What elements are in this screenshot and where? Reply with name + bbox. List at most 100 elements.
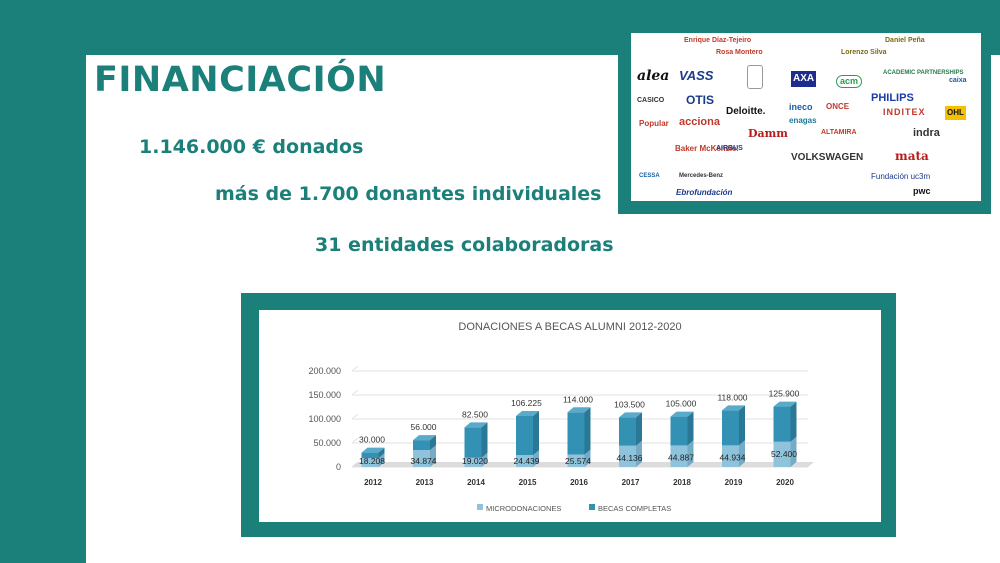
donor-name: Lorenzo Silva <box>841 49 887 56</box>
data-label-becas: 30.000 <box>359 435 385 445</box>
data-label-micro: 25.574 <box>565 456 591 466</box>
logo-volkswagen: VOLKSWAGEN <box>791 152 864 163</box>
logo-ohl: OHL <box>945 106 966 120</box>
logo-acm: acm <box>836 75 863 88</box>
data-label-micro: 18.208 <box>359 456 385 466</box>
data-label-becas: 82.500 <box>462 409 488 419</box>
x-tick-label: 2012 <box>364 478 382 487</box>
logo-academic: ACADEMIC PARTNERSHIPS <box>883 70 964 76</box>
logo-damm: Damm <box>748 127 788 140</box>
logo-vass: VASS <box>679 68 714 83</box>
bar-becas-side <box>533 411 539 456</box>
bar-becas-top <box>567 407 591 413</box>
logo-inditex: INDITEX <box>883 107 926 117</box>
donor-name: Daniel Peña <box>885 37 925 44</box>
data-label-micro: 52.400 <box>771 449 797 459</box>
logo-popular: Popular <box>639 119 669 128</box>
stat-entities: 31 entidades colaboradoras <box>315 234 614 256</box>
bar-becas-side <box>481 422 488 458</box>
gridline-depth <box>351 437 359 444</box>
data-label-becas: 103.500 <box>614 399 645 409</box>
bar-becas <box>567 412 585 455</box>
donor-name: Enrique Díaz-Tejeiro <box>684 37 752 44</box>
bar-becas-top <box>773 401 797 407</box>
bar-becas-side <box>636 412 642 446</box>
crest-icon <box>747 65 763 89</box>
bar-micro-side <box>739 440 745 467</box>
bar-becas <box>516 416 533 456</box>
x-tick-label: 2014 <box>467 478 485 487</box>
bar-micro <box>722 445 739 467</box>
data-label-micro: 44.136 <box>617 453 643 463</box>
slide-title: FINANCIACIÓN <box>94 60 387 100</box>
legend-swatch-micro <box>477 504 483 510</box>
logo-airbus: AIRBUS <box>716 145 743 152</box>
bar-micro <box>413 450 430 467</box>
bar-micro-side <box>687 440 694 467</box>
x-tick-label: 2013 <box>416 478 434 487</box>
logo-altamira: ALTAMIRA <box>821 129 857 136</box>
bar-becas <box>619 417 636 446</box>
chart-title: DONACIONES A BECAS ALUMNI 2012-2020 <box>458 321 681 333</box>
x-tick-label: 2020 <box>776 478 794 487</box>
logo-uc3m: Fundación uc3m <box>871 172 931 181</box>
logo-deloitte: Deloitte. <box>726 106 766 117</box>
legend-swatch-becas <box>589 504 595 510</box>
bar-becas-top <box>516 411 539 417</box>
bar-micro <box>670 445 688 467</box>
bar-becas-top <box>722 405 745 411</box>
logo-casico: CASICO <box>637 97 665 104</box>
bar-becas <box>413 440 430 451</box>
logo-mata: mata <box>895 149 929 163</box>
data-label-becas: 106.225 <box>511 398 542 408</box>
bar-micro <box>361 458 379 467</box>
x-tick-label: 2017 <box>622 478 640 487</box>
gridline-depth <box>351 365 359 372</box>
bar-micro-side <box>430 445 436 467</box>
logo-indra: indra <box>913 127 940 139</box>
bar-micro-side <box>533 450 539 467</box>
stat-donated: 1.146.000 € donados <box>139 136 364 158</box>
logo-ebro: Ebrofundación <box>676 188 733 197</box>
logo-philips: PHILIPS <box>871 92 914 104</box>
logo-cessa: CESSA <box>639 173 660 179</box>
bar-becas-top <box>670 411 694 417</box>
bar-micro-side <box>481 452 488 467</box>
y-tick-label: 0 <box>336 462 341 472</box>
x-tick-label: 2015 <box>519 478 537 487</box>
data-label-micro: 24.439 <box>514 456 540 466</box>
x-tick-label: 2016 <box>570 478 588 487</box>
bar-becas-side <box>687 411 694 446</box>
y-tick-label: 50.000 <box>313 438 341 448</box>
bar-becas-side <box>790 401 797 442</box>
y-tick-label: 100.000 <box>308 414 341 424</box>
bar-micro-side <box>584 449 591 467</box>
bar-micro <box>773 441 791 467</box>
stat-donors: más de 1.700 donantes individuales <box>215 183 602 205</box>
data-label-micro: 34.874 <box>411 456 437 466</box>
x-tick-label: 2018 <box>673 478 691 487</box>
legend-label-becas: BECAS COMPLETAS <box>598 504 671 513</box>
y-tick-label: 200.000 <box>308 366 341 376</box>
data-label-becas: 114.000 <box>563 394 593 404</box>
y-tick-label: 150.000 <box>308 390 341 400</box>
x-tick-label: 2019 <box>725 478 743 487</box>
bar-becas-side <box>378 447 385 459</box>
gridline-depth <box>351 389 359 396</box>
bar-becas-top <box>413 435 436 441</box>
data-label-micro: 44.934 <box>720 452 746 462</box>
bar-becas-top <box>361 447 385 453</box>
logo-baker: Baker McKenzie. <box>675 144 739 153</box>
data-label-becas: 118.000 <box>717 392 747 402</box>
bar-micro <box>516 455 533 467</box>
data-label-micro: 19.020 <box>462 456 488 466</box>
bar-becas-side <box>430 435 436 451</box>
logo-once: ONCE <box>826 102 850 111</box>
logo-caixa: caixa <box>949 77 967 84</box>
logo-otis: OTIS <box>686 93 715 107</box>
bar-becas-side <box>739 405 745 446</box>
bar-micro <box>464 457 482 467</box>
bar-micro <box>567 454 585 467</box>
gridline-depth <box>351 413 359 420</box>
